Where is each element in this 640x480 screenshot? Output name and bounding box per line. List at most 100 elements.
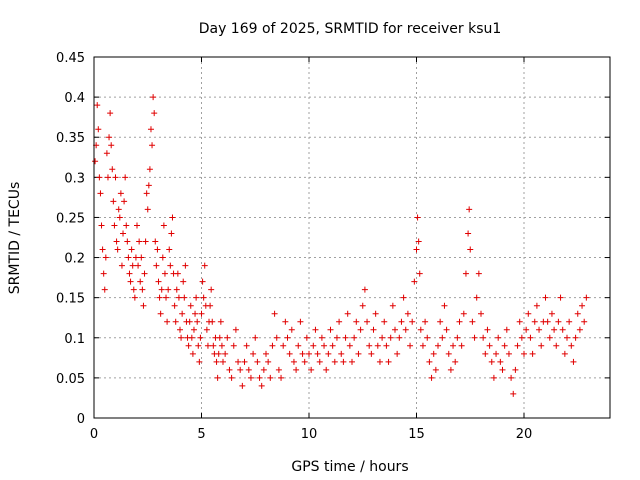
data-point	[161, 270, 168, 277]
data-point	[561, 350, 568, 357]
data-point	[171, 302, 178, 309]
data-point	[570, 358, 577, 365]
data-point	[123, 222, 130, 229]
data-point	[214, 374, 221, 381]
data-point	[458, 342, 465, 349]
data-point	[97, 190, 104, 197]
data-point	[245, 366, 252, 373]
data-point	[153, 262, 160, 269]
data-point	[199, 278, 206, 285]
data-point	[168, 230, 175, 237]
data-point	[475, 270, 482, 277]
data-point	[179, 310, 186, 317]
data-point	[424, 334, 431, 341]
data-point	[529, 350, 536, 357]
data-point	[415, 238, 422, 245]
y-tick-label: 0.3	[64, 171, 85, 186]
data-point	[568, 342, 575, 349]
data-point	[428, 374, 435, 381]
data-point	[113, 238, 120, 245]
data-point	[480, 334, 487, 341]
data-point	[110, 198, 117, 205]
x-tick-label: 0	[90, 427, 98, 442]
data-point	[495, 334, 502, 341]
data-point	[228, 374, 235, 381]
data-point	[383, 342, 390, 349]
data-point	[486, 342, 493, 349]
data-point	[267, 374, 274, 381]
data-point	[237, 366, 244, 373]
data-point	[216, 334, 223, 341]
data-point	[143, 190, 150, 197]
data-point	[118, 262, 125, 269]
data-point	[465, 230, 472, 237]
data-point	[544, 318, 551, 325]
data-point	[297, 318, 304, 325]
data-point	[112, 174, 119, 181]
data-point	[116, 214, 123, 221]
data-point	[226, 366, 233, 373]
data-point	[450, 342, 457, 349]
data-point	[467, 246, 474, 253]
data-point	[374, 342, 381, 349]
data-point	[135, 262, 142, 269]
data-point	[145, 182, 152, 189]
data-point	[441, 302, 448, 309]
data-point	[316, 358, 323, 365]
data-point	[196, 358, 203, 365]
data-point	[142, 238, 149, 245]
data-point	[338, 350, 345, 357]
data-point	[454, 334, 461, 341]
data-point	[194, 318, 201, 325]
data-point	[505, 350, 512, 357]
data-point	[385, 358, 392, 365]
data-point	[269, 342, 276, 349]
data-point	[129, 262, 136, 269]
data-point	[107, 110, 114, 117]
data-point	[222, 350, 229, 357]
data-point	[407, 342, 414, 349]
data-point	[243, 342, 250, 349]
y-tick-label: 0.15	[56, 292, 85, 307]
data-point	[490, 374, 497, 381]
data-point	[174, 270, 181, 277]
data-point	[435, 342, 441, 349]
data-point	[416, 270, 423, 277]
data-point	[139, 286, 146, 293]
y-axis-label: SRMTID / TECUs	[7, 182, 23, 295]
data-point	[210, 342, 217, 349]
data-point	[141, 270, 148, 277]
y-tick-label: 0.1	[64, 332, 85, 347]
data-point	[258, 382, 265, 389]
data-point	[147, 126, 154, 133]
data-point	[533, 302, 540, 309]
data-point	[99, 246, 106, 253]
data-point	[411, 278, 418, 285]
data-point	[419, 342, 426, 349]
data-point	[314, 350, 321, 357]
data-point	[265, 358, 272, 365]
data-point	[342, 334, 349, 341]
data-point	[197, 334, 204, 341]
data-point	[566, 318, 573, 325]
data-point	[224, 334, 231, 341]
data-point	[190, 326, 197, 333]
data-point	[551, 326, 558, 333]
data-point	[548, 310, 555, 317]
data-point	[193, 294, 200, 301]
data-point	[447, 366, 454, 373]
data-point	[349, 358, 355, 365]
data-point	[460, 310, 467, 317]
data-point	[241, 358, 248, 365]
data-point	[445, 350, 452, 357]
data-point	[120, 230, 127, 237]
data-point	[128, 246, 135, 253]
data-point	[413, 246, 420, 253]
data-point	[235, 358, 242, 365]
data-point	[101, 286, 108, 293]
data-point	[439, 334, 446, 341]
data-point	[351, 334, 358, 341]
data-point	[555, 318, 562, 325]
data-point	[546, 334, 553, 341]
data-point	[581, 318, 588, 325]
